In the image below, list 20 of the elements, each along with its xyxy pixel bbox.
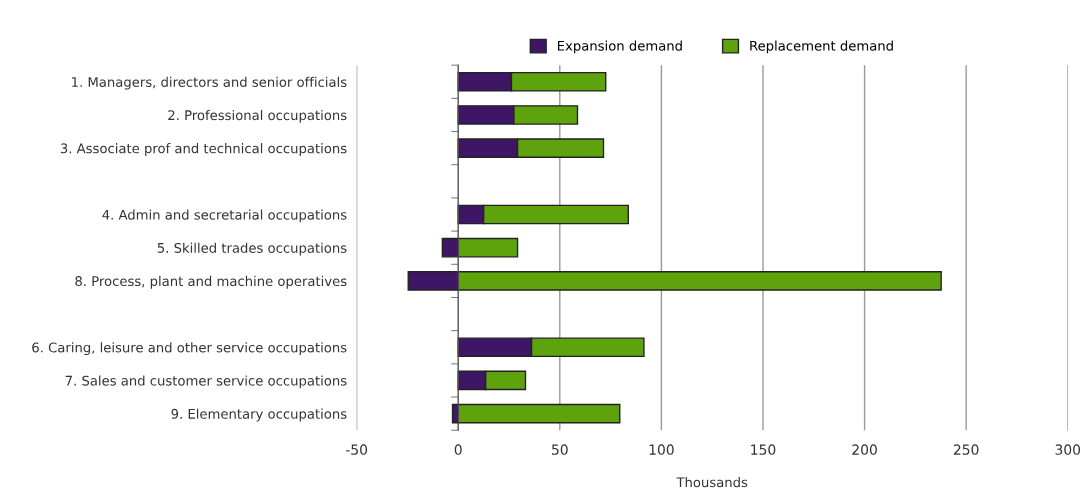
x-tick-label: -50 (345, 444, 368, 455)
x-tick-label: 50 (552, 444, 568, 455)
x-tick-label: 150 (751, 444, 776, 455)
legend-label: Replacement demand (750, 40, 893, 54)
y-tick-label: 5. Skilled trades occupations (157, 242, 347, 256)
y-tick-label: 6. Caring, leisure and other service occupations (32, 342, 347, 356)
legend-label: Expansion demand (558, 40, 682, 54)
x-tick-label: 100 (649, 444, 674, 455)
y-tick-label: 1. Managers, directors and senior officials (72, 76, 347, 90)
y-tick-label: 9. Elementary occupations (171, 408, 347, 422)
x-axis-title: Thousands (676, 477, 748, 488)
y-tick-label: 3. Associate prof and technical occupations (60, 143, 347, 156)
x-tick-label: 0 (454, 444, 462, 455)
x-tick-label: 300 (1055, 444, 1081, 455)
y-tick-label: 7. Sales and customer service occupations (65, 375, 347, 389)
y-tick-label: 8. Process, plant and machine operatives (75, 275, 347, 289)
x-tick-label: 250 (953, 444, 979, 455)
y-tick-label: 4. Admin and secretarial occupations (102, 209, 347, 223)
x-tick-label: 200 (852, 444, 877, 455)
y-tick-label: 2. Professional occupations (168, 109, 347, 123)
